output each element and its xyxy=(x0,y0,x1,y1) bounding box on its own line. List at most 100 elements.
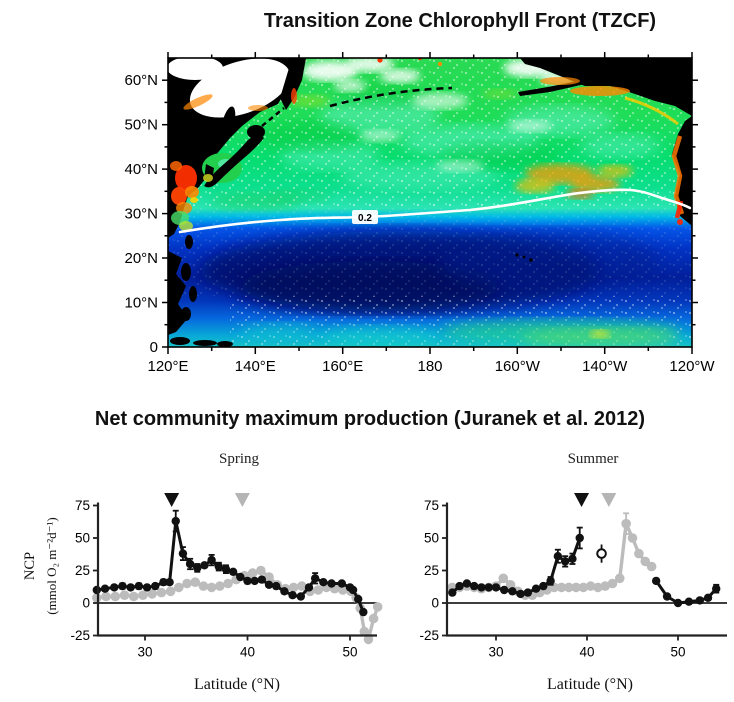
data-point xyxy=(101,591,111,602)
data-point xyxy=(221,565,231,574)
lat-tick-label: 60°N xyxy=(124,72,158,89)
data-point xyxy=(455,581,464,591)
data-point xyxy=(673,598,683,608)
y-tick-label: 0 xyxy=(82,596,90,611)
x-tick-label: 40 xyxy=(579,645,594,660)
data-point xyxy=(126,583,135,592)
data-point xyxy=(607,578,618,589)
summer-panel-title: Summer xyxy=(567,451,619,467)
lon-tick-label: 140°W xyxy=(582,358,628,375)
data-point xyxy=(627,533,638,543)
data-point xyxy=(264,580,274,589)
data-point xyxy=(193,563,202,573)
data-point xyxy=(508,587,517,596)
data-point xyxy=(250,576,259,586)
front-triangle-marker xyxy=(234,493,250,507)
land-taiwan xyxy=(185,235,193,249)
data-point xyxy=(498,573,509,584)
data-point xyxy=(703,593,713,602)
data-point xyxy=(171,516,180,526)
ne-pacific-bloom xyxy=(515,164,633,199)
aleutian-chain xyxy=(329,86,453,108)
sea-of-okhotsk-white xyxy=(168,58,291,118)
y-tick-label: 75 xyxy=(424,498,439,513)
data-point xyxy=(182,578,192,589)
data-point xyxy=(151,581,160,591)
data-point xyxy=(585,581,596,591)
lat-tick-label: 20°N xyxy=(124,250,158,267)
data-point xyxy=(477,583,486,592)
land-alaska xyxy=(520,58,692,116)
data-point xyxy=(484,583,493,592)
data-point xyxy=(712,584,721,593)
data-point xyxy=(257,575,267,584)
data-point xyxy=(564,582,574,593)
data-point xyxy=(634,548,644,559)
data-point xyxy=(640,556,651,567)
data-point xyxy=(531,584,541,593)
data-point xyxy=(190,577,201,587)
data-point xyxy=(156,587,167,598)
data-point xyxy=(448,588,457,597)
map-lat-axis xyxy=(162,79,698,348)
data-point xyxy=(491,583,501,592)
data-point xyxy=(236,572,245,582)
data-point xyxy=(348,585,358,595)
lon-tick-label: 180 xyxy=(417,358,442,375)
hawaii-islands xyxy=(515,253,533,262)
lat-tick-label: 40°N xyxy=(124,161,158,178)
data-point xyxy=(560,557,570,566)
data-point xyxy=(593,582,603,593)
data-point xyxy=(651,576,661,586)
lon-tick-label: 120°E xyxy=(147,358,188,375)
map-body: 0.2 xyxy=(168,58,692,347)
spring-ncp-plot: 75 50 25 0 -25 30 40 50 xyxy=(70,493,383,660)
y-tick-label: 0 xyxy=(431,596,439,611)
ncp-title: Net community maximum production (Jurane… xyxy=(94,408,646,430)
data-point xyxy=(313,585,324,595)
y-tick-label: 50 xyxy=(424,531,439,546)
equatorial-upwelling xyxy=(240,319,680,347)
y-tick-label: 25 xyxy=(424,563,439,578)
data-point xyxy=(165,586,176,597)
x-tick-label: 50 xyxy=(342,645,357,660)
coastal-bloom-yellow-sea xyxy=(170,161,213,231)
open-circle-point xyxy=(596,548,607,559)
data-point xyxy=(92,585,102,595)
data-point xyxy=(138,590,148,600)
data-point xyxy=(621,518,631,529)
summer-ncp-plot: 75 50 25 0 -25 30 40 50 xyxy=(419,493,727,660)
data-point xyxy=(185,559,195,569)
tzcf-contour-line xyxy=(178,188,692,234)
land-kamchatka xyxy=(280,58,306,110)
data-point xyxy=(142,583,152,592)
data-point xyxy=(110,583,119,592)
y-tick-label: -25 xyxy=(419,628,439,643)
lat-tick-label: 30°N xyxy=(124,206,158,223)
summer-xaxis-label: Latitude (°N) xyxy=(547,676,633,693)
x-tick-label: 30 xyxy=(488,645,503,660)
data-point xyxy=(100,584,110,593)
data-point xyxy=(338,585,348,595)
data-point xyxy=(556,582,567,593)
data-point xyxy=(614,573,625,584)
data-point xyxy=(174,582,184,593)
lon-tick-label: 120°W xyxy=(669,358,715,375)
data-point xyxy=(695,596,705,605)
land-philippines xyxy=(181,263,191,281)
data-point xyxy=(372,602,383,612)
lon-tick-label: 140°E xyxy=(235,358,276,375)
land-sakhalin xyxy=(220,106,236,142)
lat-tick-label: 0 xyxy=(150,339,158,356)
data-point xyxy=(327,579,336,588)
data-point xyxy=(553,552,563,561)
data-point xyxy=(264,572,274,582)
x-tick-label: 50 xyxy=(670,645,685,660)
data-point xyxy=(159,578,168,587)
data-point xyxy=(337,579,346,588)
x-tick-label: 30 xyxy=(137,645,152,660)
land-hokkaido xyxy=(247,125,265,139)
data-point xyxy=(178,549,188,558)
svg-text:0.2: 0.2 xyxy=(358,213,372,224)
data-point xyxy=(247,568,258,578)
